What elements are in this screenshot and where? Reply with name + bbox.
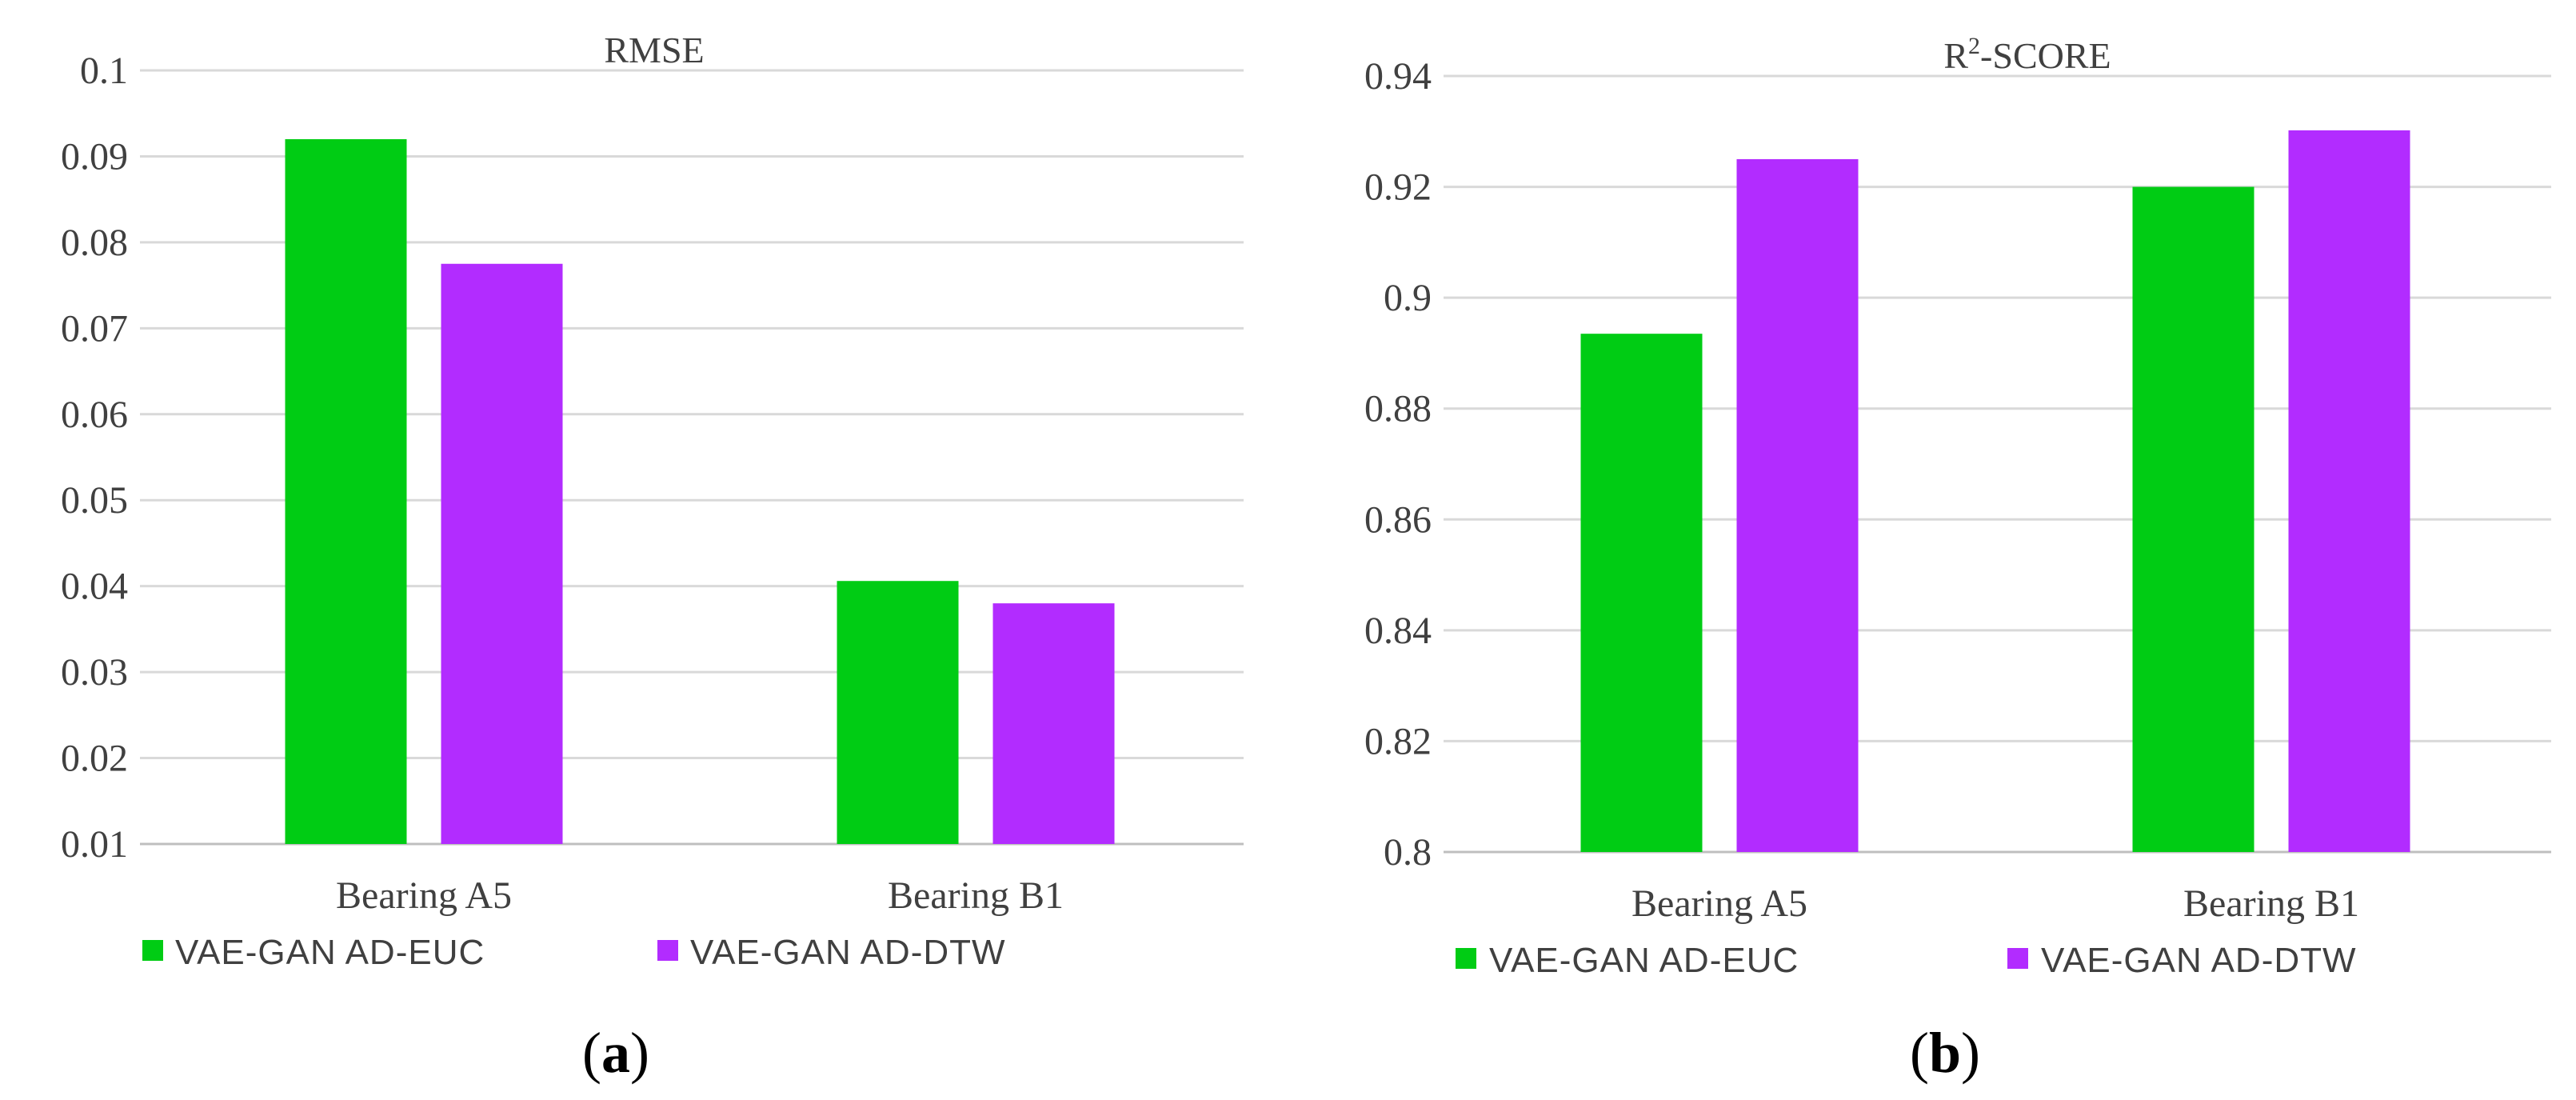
bar-euc-b1 [837,581,959,844]
legend-label: VAE-GAN AD-DTW [2041,941,2357,980]
y-tick-label: 0.03 [61,651,128,694]
legend-label: VAE-GAN AD-EUC [1489,941,1799,980]
x-category-label: Bearing B1 [2183,882,2359,925]
bar-dtw-a5 [1736,158,1859,852]
panel-label: (a) [582,1021,649,1085]
y-tick-label: 0.94 [1364,55,1432,98]
y-tick-label: 0.8 [1384,831,1432,874]
bar-euc-a5 [285,138,407,844]
chart-title: RMSE [604,30,704,70]
y-tick-label: 0.09 [61,135,128,178]
y-tick-label: 0.02 [61,738,128,780]
y-tick-label: 0.07 [61,307,128,350]
y-tick-label: 0.08 [61,222,128,264]
legend-label: VAE-GAN AD-EUC [175,933,485,972]
y-tick-label: 0.01 [61,823,128,866]
legend-label: VAE-GAN AD-DTW [690,933,1006,972]
panel-label: (b) [1910,1021,1980,1085]
legend-swatch [1456,948,1476,969]
y-tick-label: 0.92 [1364,166,1432,209]
bar-dtw-a5 [441,263,563,844]
bar-dtw-b1 [992,603,1115,844]
y-tick-label: 0.86 [1364,498,1432,541]
bar-dtw-b1 [2288,130,2410,852]
legend-swatch [657,940,678,961]
y-tick-label: 0.05 [61,479,128,522]
chart-r2-score: 0.8 0.82 0.84 0.86 0.88 0.9 0.92 0.94 Bearing A5… [1364,33,2551,1085]
bar-euc-b1 [2132,186,2254,853]
y-tick-label: 0.04 [61,566,128,608]
chart-rmse: 0.01 0.02 0.03 0.04 0.05 0.06 0.07 0.08 0.09 0.1 B… [61,30,1244,1085]
legend-swatch [142,940,163,961]
x-category-label: Bearing B1 [888,874,1064,917]
x-category-label: Bearing A5 [336,874,512,917]
y-tick-label: 0.06 [61,394,128,436]
y-tick-label: 0.82 [1364,720,1432,762]
y-tick-label: 0.88 [1364,388,1432,430]
y-tick-label: 0.84 [1364,610,1432,652]
x-category-label: Bearing A5 [1631,882,1807,925]
legend-swatch [2007,948,2028,969]
chart-title: R2-SCORE [1943,33,2111,76]
y-tick-label: 0.9 [1384,277,1432,319]
y-tick-label: 0.1 [80,50,128,92]
bar-euc-a5 [1580,334,1703,852]
